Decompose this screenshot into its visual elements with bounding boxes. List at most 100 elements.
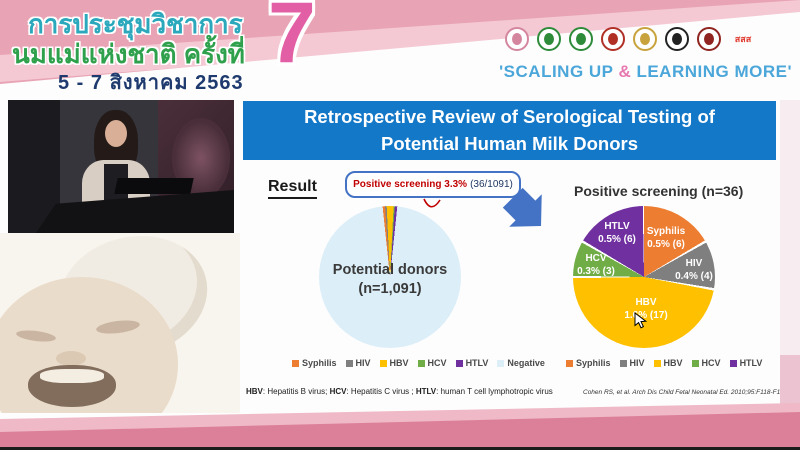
positive-pie-title: Positive screening (n=36) bbox=[574, 183, 744, 199]
positive-pie-chart bbox=[573, 206, 715, 348]
public-health-ministry-logo-icon bbox=[569, 27, 593, 51]
slice-name: HBV bbox=[635, 297, 657, 308]
positive-screening-callout: Positive screening 3.3% (36/1091) bbox=[345, 171, 521, 198]
legend-item: HBV bbox=[379, 358, 409, 368]
slide-title-line2: Potential Human Milk Donors bbox=[381, 132, 638, 154]
slice-value: 0.3% (3) bbox=[577, 266, 615, 277]
legend-label: Syphilis bbox=[576, 358, 611, 368]
legend-swatch bbox=[497, 359, 505, 367]
legend-label: HTLV bbox=[739, 358, 763, 368]
slice-name: HCV bbox=[585, 253, 607, 264]
slice-label-hcv: HCV 0.3% (3) bbox=[564, 252, 628, 278]
logo-glyph bbox=[704, 33, 714, 45]
legend-item: Syphilis bbox=[292, 358, 337, 368]
def-hbv: : Hepatitis B virus; bbox=[262, 387, 330, 396]
slice-name: HIV bbox=[685, 258, 703, 269]
legend-swatch bbox=[619, 359, 627, 367]
reference-citation: Cohen RS, et al. Arch Dis Child Fetal Ne… bbox=[583, 389, 790, 396]
positive-pie-legend: Syphilis HIV HBV HCV HTLV bbox=[566, 358, 762, 368]
abbr-hbv: HBV bbox=[246, 387, 263, 396]
organizer-logo-row: สสส bbox=[505, 27, 757, 51]
conference-slogan: 'SCALING UP & LEARNING MORE' bbox=[499, 62, 792, 82]
legend-label: HCV bbox=[701, 358, 721, 368]
legend-swatch bbox=[455, 359, 463, 367]
legend-swatch bbox=[729, 359, 737, 367]
edition-number: 7 bbox=[268, 0, 316, 81]
presenter-face bbox=[105, 120, 127, 147]
slogan-open: 'SCALING UP bbox=[499, 62, 619, 81]
callout-detail: (36/1091) bbox=[470, 179, 513, 190]
conference-banner: การประชุมวิชาการ นมแม่แห่งชาติ ครั้งที่ … bbox=[0, 0, 800, 100]
royal-college-emblem-logo-icon bbox=[601, 27, 625, 51]
royal-institute-emblem-logo-icon bbox=[633, 27, 657, 51]
logo-glyph bbox=[608, 33, 618, 45]
slice-value: 0.4% (4) bbox=[675, 271, 713, 282]
conference-title-line2: นมแม่แห่งชาติ ครั้งที่ bbox=[12, 39, 245, 69]
logo-glyph bbox=[672, 33, 682, 45]
right-edge-strip-lower bbox=[780, 355, 800, 415]
def-hcv: : Hepatitis C virus ; bbox=[346, 387, 416, 396]
conference-date: 5 - 7 สิงหาคม 2563 bbox=[58, 72, 244, 94]
donors-label-line2: (n=1,091) bbox=[358, 280, 422, 297]
legend-label: HCV bbox=[427, 358, 447, 368]
medical-association-logo-icon bbox=[697, 27, 721, 51]
slide-title-bar: Retrospective Review of Serological Test… bbox=[243, 101, 776, 160]
legend-swatch bbox=[417, 359, 425, 367]
legend-item: HTLV bbox=[729, 358, 763, 368]
abbr-htlv: HTLV bbox=[415, 387, 437, 396]
legend-item: HIV bbox=[619, 358, 645, 368]
pediatric-society-logo-icon bbox=[665, 27, 689, 51]
slice-name: Syphilis bbox=[646, 226, 686, 237]
slice-label-hbv: HBV 1.6% (17) bbox=[614, 296, 678, 322]
result-label: Result bbox=[268, 178, 317, 199]
slice-label-syphilis: Syphilis 0.5% (6) bbox=[634, 225, 698, 251]
blue-arrow-icon bbox=[502, 187, 542, 227]
legend-label: Syphilis bbox=[302, 358, 337, 368]
legend-label: HIV bbox=[355, 358, 371, 368]
logo-glyph bbox=[544, 33, 554, 45]
logo-glyph bbox=[640, 33, 650, 45]
legend-swatch bbox=[691, 359, 699, 367]
donors-pie-legend: Syphilis HIV HBV HCV HTLV Negative bbox=[292, 358, 545, 368]
legend-item: Negative bbox=[497, 358, 545, 368]
baby-nose bbox=[56, 351, 86, 366]
def-htlv: : human T cell lymphotropic virus bbox=[436, 387, 553, 396]
virus-abbreviation-footnote: HBV: Hepatitis B virus; HCV: Hepatitis C… bbox=[246, 387, 553, 396]
legend-swatch bbox=[566, 359, 573, 367]
slice-value: 0.5% (6) bbox=[647, 239, 685, 250]
callout-highlight: Positive screening 3.3% bbox=[353, 179, 468, 190]
mouse-cursor-icon bbox=[634, 312, 647, 329]
slice-label-htlv: HTLV 0.5% (6) bbox=[585, 220, 649, 246]
slice-value: 1.6% (17) bbox=[624, 310, 668, 321]
donors-label-line1: Potential donors bbox=[332, 262, 448, 278]
slice-label-hiv: HIV 0.4% (4) bbox=[662, 257, 726, 283]
abbr-hcv: HCV bbox=[329, 387, 347, 396]
legend-item: Syphilis bbox=[566, 358, 611, 368]
podium-laptop bbox=[114, 178, 194, 194]
donors-pie-chart bbox=[319, 206, 461, 348]
thaihealth-logo-icon: สสส bbox=[734, 34, 752, 44]
legend-swatch bbox=[345, 359, 353, 367]
breastfeeding-foundation-logo-icon bbox=[505, 27, 529, 51]
legend-item: HCV bbox=[417, 358, 447, 368]
legend-label: HBV bbox=[389, 358, 409, 368]
slogan-ampersand: & bbox=[618, 62, 632, 81]
legend-item: HIV bbox=[345, 358, 371, 368]
slice-value: 0.5% (6) bbox=[598, 234, 636, 245]
legend-label: HBV bbox=[663, 358, 683, 368]
bottom-pink-band bbox=[0, 400, 800, 450]
baby-teeth bbox=[40, 369, 104, 383]
background-baby-photo bbox=[0, 233, 240, 413]
legend-swatch bbox=[292, 359, 299, 367]
conference-title-line1: การประชุมวิชาการ bbox=[28, 9, 243, 39]
logo-glyph bbox=[576, 33, 586, 45]
legend-swatch bbox=[653, 359, 661, 367]
slice-name: HTLV bbox=[604, 221, 630, 232]
presenter-webcam bbox=[8, 100, 234, 233]
legend-label: Negative bbox=[507, 358, 545, 368]
legend-item: HBV bbox=[653, 358, 683, 368]
callout-pointer-icon bbox=[423, 198, 441, 208]
legend-swatch bbox=[379, 359, 387, 367]
right-edge-strip bbox=[780, 100, 800, 380]
